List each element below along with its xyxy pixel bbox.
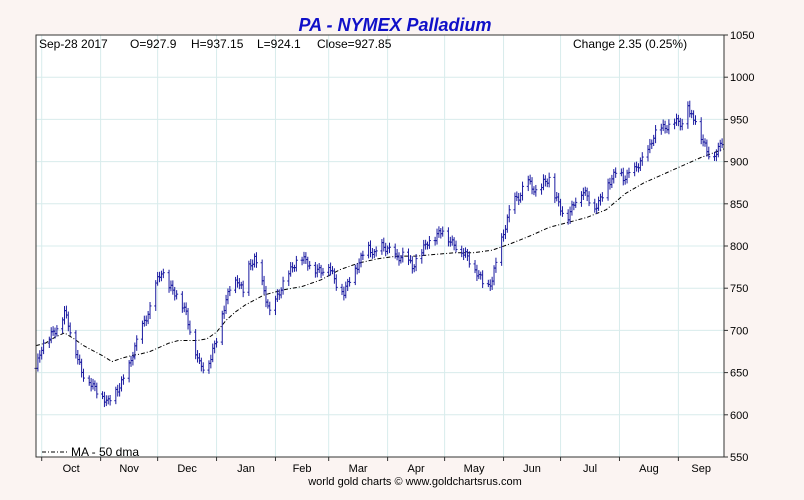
ma-series (35, 148, 725, 363)
price-bar (148, 301, 152, 319)
price-bar (627, 167, 631, 178)
y-tick-label: 650 (730, 368, 748, 380)
price-bar (55, 325, 59, 337)
price-bar (121, 374, 125, 385)
chart-footer: world gold charts © www.goldchartsrus.co… (307, 476, 522, 488)
price-bar (241, 280, 245, 298)
price-bar (374, 246, 378, 257)
y-tick-label: 800 (730, 241, 748, 253)
ma-50dma-line (35, 148, 725, 363)
price-bar (348, 277, 352, 287)
price-bar (268, 301, 272, 316)
price-bar (414, 254, 418, 272)
price-bar (188, 320, 192, 335)
price-bar (494, 257, 498, 273)
y-tick-label: 750 (730, 283, 748, 295)
price-bar (680, 118, 684, 131)
price-bar (215, 337, 219, 348)
price-bar (441, 226, 445, 237)
price-bar (534, 184, 538, 197)
price-bar (427, 235, 431, 249)
price-bar (175, 290, 179, 300)
price-bar (693, 115, 697, 125)
price-bar (161, 268, 165, 279)
quote-high: H=937.15 (191, 37, 244, 51)
price-bar (521, 181, 525, 201)
price-bar (82, 368, 86, 382)
x-tick-label: Sep (691, 463, 711, 475)
x-tick-label: Jun (523, 463, 541, 475)
y-tick-label: 1000 (730, 72, 754, 84)
quote-change: Change 2.35 (0.25%) (573, 37, 687, 51)
price-bar (467, 251, 471, 268)
y-tick-label: 550 (730, 452, 748, 464)
price-bar (361, 250, 365, 260)
y-tick-label: 850 (730, 199, 748, 211)
x-tick-label: Jan (237, 463, 255, 475)
price-bar (68, 322, 72, 336)
price-bar (481, 270, 485, 289)
price-bar (720, 138, 724, 149)
price-bar (574, 197, 578, 208)
price-bar (334, 274, 338, 291)
x-tick-label: Nov (119, 463, 139, 475)
price-bar (614, 167, 618, 178)
legend-ma-label: MA - 50 dma (71, 445, 139, 459)
x-tick-label: Oct (63, 463, 80, 475)
x-tick-label: Aug (639, 463, 659, 475)
price-bar (294, 255, 298, 272)
price-bars (34, 100, 724, 408)
price-bar (667, 119, 671, 135)
price-bar (135, 335, 139, 351)
price-bar (640, 152, 644, 166)
y-tick-label: 1050 (730, 30, 754, 42)
x-axis: Oct Nov Dec Jan Feb Mar Apr May Jun Jul Aug Sep (41, 457, 711, 475)
price-bar (707, 146, 711, 160)
x-tick-label: Mar (349, 463, 368, 475)
y-axis: 550 600 650 700 750 800 850 900 950 1000 1050 (724, 30, 754, 464)
quote-date: Sep-28 2017 (39, 37, 108, 51)
y-tick-label: 700 (730, 325, 748, 337)
x-tick-label: Dec (177, 463, 197, 475)
price-bar (95, 382, 99, 399)
price-bar (600, 192, 604, 202)
price-bar (454, 240, 458, 253)
x-tick-label: Apr (408, 463, 425, 475)
price-bar (401, 247, 405, 263)
y-tick-label: 950 (730, 114, 748, 126)
grid-lines (36, 35, 724, 457)
x-tick-label: Jul (583, 463, 597, 475)
quote-open: O=927.9 (130, 37, 177, 51)
price-bar (201, 362, 205, 374)
price-bar (587, 191, 591, 207)
x-tick-label: May (464, 463, 485, 475)
x-tick-label: Feb (293, 463, 312, 475)
chart-title: PA - NYMEX Palladium (298, 15, 491, 35)
price-bar (308, 261, 312, 270)
price-bar (42, 339, 46, 355)
price-bar (654, 125, 658, 144)
quote-close: Close=927.85 (317, 37, 392, 51)
y-tick-label: 600 (730, 410, 748, 422)
y-tick-label: 900 (730, 157, 748, 169)
price-bar (254, 252, 258, 268)
price-bar (321, 267, 325, 276)
price-bar (228, 285, 232, 297)
price-bar (108, 394, 112, 406)
price-bar (507, 205, 511, 223)
quote-low: L=924.1 (257, 37, 301, 51)
price-bar (281, 276, 285, 295)
price-bar (547, 172, 551, 188)
price-bar (560, 206, 564, 217)
price-bar (388, 242, 392, 254)
